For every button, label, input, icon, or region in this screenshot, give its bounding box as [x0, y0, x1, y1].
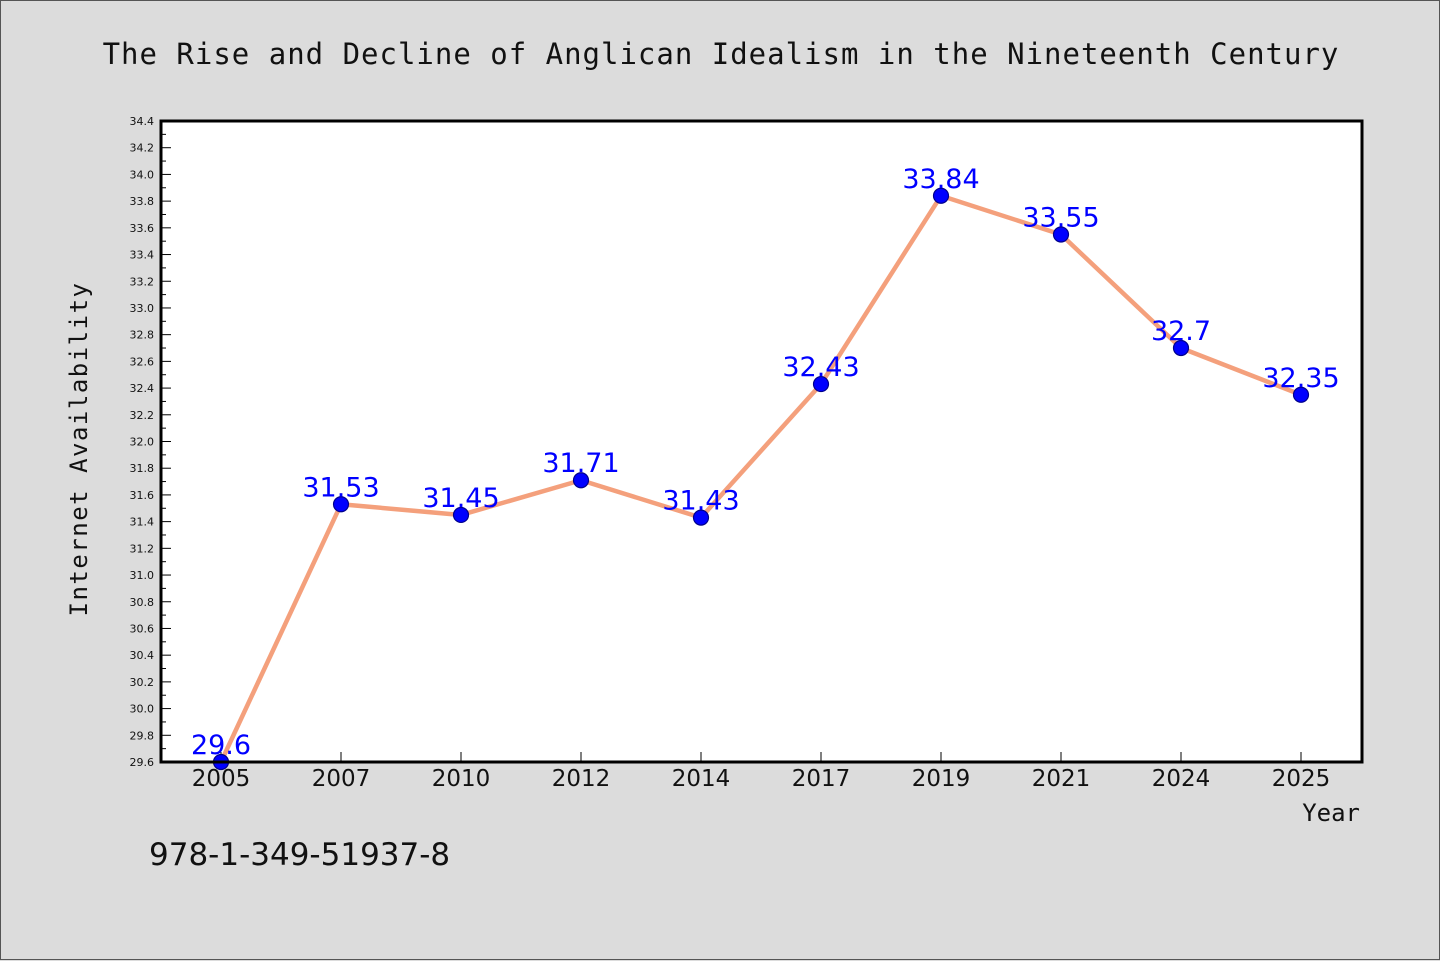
chart-title: The Rise and Decline of Anglican Idealis…	[103, 37, 1340, 71]
data-point	[932, 187, 950, 204]
y-tick-label: 29.8	[130, 729, 155, 742]
x-tick-label: 2014	[672, 766, 731, 792]
data-label: 32.7	[1151, 316, 1211, 347]
y-tick-label: 34.2	[130, 142, 155, 155]
x-axis-label: Year	[1302, 799, 1360, 827]
data-label: 32.43	[782, 352, 859, 383]
data-label-layer: 29.6 31.53 31.45 31.71 31.43 32.43 33.84 33.55 3…	[191, 164, 1340, 761]
y-tick-label: 32.0	[130, 436, 155, 449]
y-tick-label: 31.4	[130, 516, 155, 529]
series-layer	[212, 187, 1310, 771]
plot-border	[159, 119, 1364, 764]
data-label: 31.53	[302, 472, 379, 503]
y-tick-label: 30.4	[130, 649, 155, 662]
data-point	[812, 375, 830, 393]
y-tick-label: 31.2	[130, 542, 155, 555]
y-tick-label: 33.4	[130, 249, 155, 262]
data-point	[332, 496, 350, 513]
y-tick-label: 32.8	[130, 329, 155, 342]
y-axis-label: Internet Availability	[65, 282, 93, 617]
x-axis-ticks: 2005 2007 2010 2012 2014 2017 2019 2021 2024 2025	[192, 752, 1331, 792]
y-tick-label: 30.0	[130, 703, 155, 716]
y-tick-label: 34.4	[130, 115, 155, 128]
y-tick-label: 33.8	[130, 195, 155, 208]
series-line	[218, 193, 1304, 765]
y-tick-label: 32.4	[130, 382, 155, 395]
data-point	[692, 509, 710, 526]
data-label: 31.71	[542, 448, 619, 479]
y-tick-label: 31.0	[130, 569, 155, 582]
y-tick-label: 31.8	[130, 462, 155, 475]
data-point	[1052, 226, 1070, 243]
data-label: 31.45	[422, 483, 499, 514]
x-tick-label: 2010	[432, 766, 491, 792]
x-tick-label: 2017	[792, 766, 851, 792]
footnote: 978-1-349-51937-8	[149, 837, 450, 873]
data-label: 29.6	[191, 730, 251, 761]
x-tick-label: 2021	[1032, 766, 1091, 792]
data-label: 31.43	[662, 486, 739, 517]
x-tick-label: 2025	[1272, 766, 1331, 792]
y-tick-label: 34.0	[130, 168, 155, 181]
data-label: 32.35	[1262, 363, 1339, 394]
y-tick-label: 33.0	[130, 302, 155, 315]
y-tick-label: 33.2	[130, 275, 155, 288]
x-tick-label: 2019	[912, 766, 971, 792]
y-tick-label: 29.6	[130, 756, 155, 769]
x-tick-label: 2007	[312, 766, 371, 792]
x-tick-label: 2005	[192, 766, 251, 792]
y-tick-label: 31.6	[130, 489, 155, 502]
data-point	[452, 506, 470, 524]
data-label: 33.84	[902, 164, 979, 195]
data-point	[1292, 386, 1310, 403]
y-tick-label: 30.8	[130, 596, 155, 609]
x-tick-label: 2012	[552, 766, 611, 792]
y-axis-ticks: 29.6 29.8 30.0 30.2 30.4 30.6 30.8 31.0 31.2 31.4…	[130, 115, 171, 769]
data-label: 33.55	[1022, 203, 1099, 234]
x-tick-label: 2024	[1152, 766, 1211, 792]
y-tick-label: 32.6	[130, 355, 155, 368]
y-tick-label: 30.6	[130, 622, 155, 635]
plot-area	[161, 121, 1362, 762]
y-tick-label: 30.2	[130, 676, 155, 689]
data-point	[1172, 339, 1190, 357]
data-point	[572, 472, 590, 489]
y-tick-label: 32.2	[130, 409, 155, 422]
y-tick-label: 33.6	[130, 222, 155, 235]
